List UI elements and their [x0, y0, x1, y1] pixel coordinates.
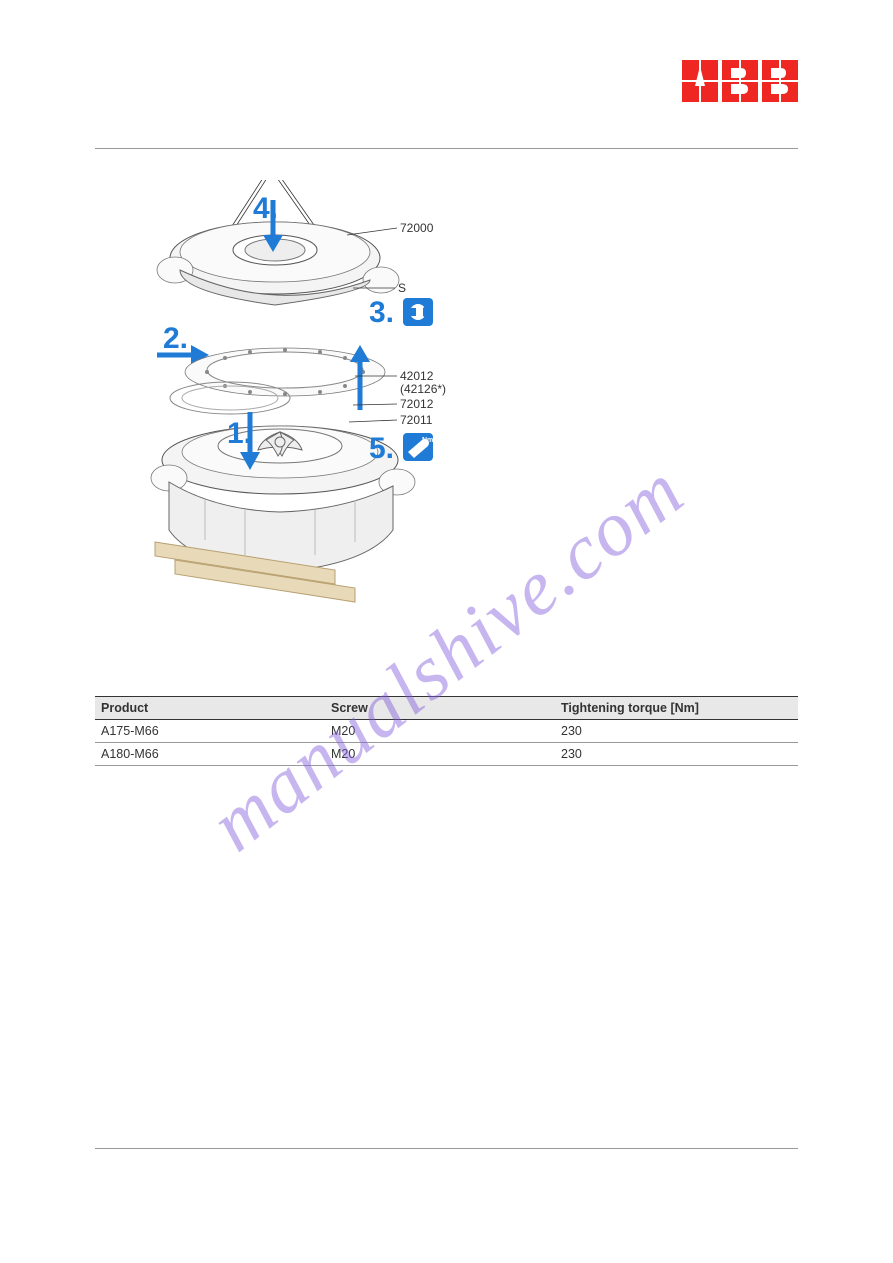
icon-nm-badge: Nm: [422, 437, 433, 444]
top-rule: [95, 148, 798, 149]
td-product: A180-M66: [101, 747, 331, 761]
assembly-diagram: 4. 72000 S 3. 2.: [135, 180, 465, 610]
label-42126: (42126*): [400, 382, 446, 396]
td-torque: 230: [561, 724, 792, 738]
td-screw: M20: [331, 724, 561, 738]
label-s: S: [398, 281, 406, 295]
table-row: A180-M66 M20 230: [95, 743, 798, 766]
step-4-label: 4.: [253, 192, 278, 225]
table-row: A175-M66 M20 230: [95, 720, 798, 743]
th-screw: Screw: [331, 701, 561, 715]
step-3-label: 3.: [369, 296, 394, 329]
label-72000: 72000: [400, 221, 434, 235]
label-42012: 42012: [400, 369, 434, 383]
table-header-row: Product Screw Tightening torque [Nm]: [95, 696, 798, 720]
step-2-label: 2.: [163, 322, 188, 355]
footer-rule: [95, 1148, 798, 1149]
step-1-label: 1.: [227, 417, 252, 450]
label-72011: 72011: [400, 413, 433, 427]
brand-logo: [682, 60, 798, 105]
th-product: Product: [101, 701, 331, 715]
label-72012: 72012: [400, 397, 434, 411]
td-torque: 230: [561, 747, 792, 761]
step-5-label: 5.: [369, 432, 394, 465]
th-torque: Tightening torque [Nm]: [561, 701, 792, 715]
td-screw: M20: [331, 747, 561, 761]
torque-table: Product Screw Tightening torque [Nm] A17…: [95, 696, 798, 766]
td-product: A175-M66: [101, 724, 331, 738]
